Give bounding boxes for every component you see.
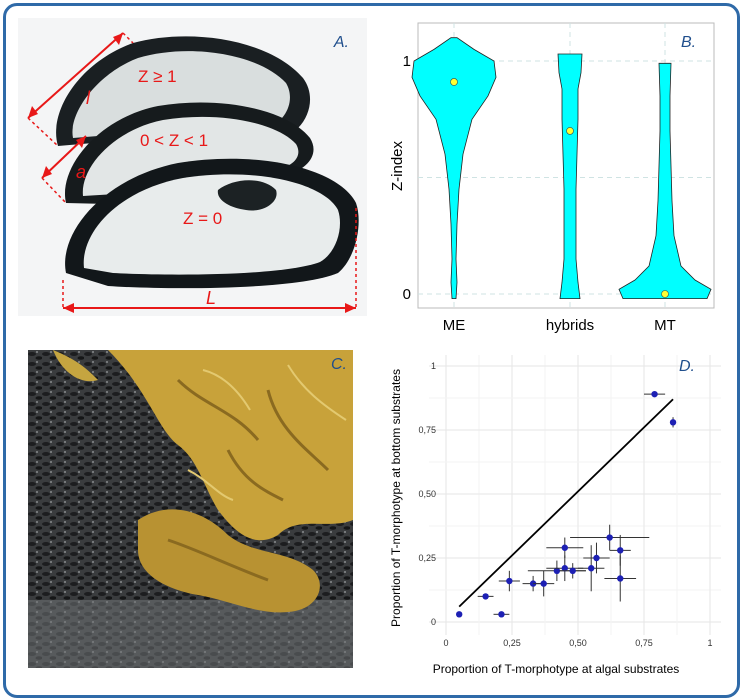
label-z2: 0 < Z < 1: [140, 131, 208, 150]
y-tick-label: 0,25: [418, 553, 436, 563]
median-point: [661, 290, 669, 298]
panel-letter-c: C.: [331, 356, 347, 373]
scatter-point: [604, 555, 637, 602]
data-point: [593, 554, 600, 562]
x-tick-label: 0,50: [569, 638, 587, 648]
scatter-point: [644, 390, 666, 398]
scatter-point: [583, 542, 610, 574]
y-axis-title: Z-index: [389, 140, 406, 191]
violin-chart: Z-index ME hybrids MT 0 1: [389, 22, 715, 334]
x-axis-title: Proportion of T-morphotype at algal subs…: [433, 662, 680, 676]
y-tick-label: 1: [431, 361, 436, 371]
panel-letter-d: D.: [679, 358, 695, 375]
data-point: [606, 534, 613, 541]
label-L: L: [206, 288, 216, 308]
panel-d-scatter: 0 0,25 0,50 0,75 1 0 0,25 0,50 0,75 1 Proportion …: [376, 350, 726, 684]
median-point: [450, 78, 458, 86]
x-tick-label: 0,75: [635, 638, 653, 648]
scatter-point: [559, 563, 586, 579]
x-tick-label: 0,25: [503, 638, 521, 648]
x-tick-label: hybrids: [546, 317, 594, 334]
shells-illustration: l a L Z ≥ 1 0 < Z < 1 Z = 0: [18, 18, 367, 316]
panel-a-shells: l a L Z ≥ 1 0 < Z < 1 Z = 0 A.: [18, 18, 367, 316]
y-tick-label: 1: [403, 53, 411, 70]
data-point: [617, 547, 624, 554]
data-point: [498, 611, 505, 618]
x-tick-label: 1: [707, 638, 712, 648]
scatter-point: [493, 611, 510, 618]
data-point: [482, 593, 489, 600]
panel-letter-b: B.: [681, 34, 697, 51]
y-axis-title: Proportion of T-morphotype at bottom sub…: [389, 369, 403, 627]
y-tick-label: 0: [403, 286, 411, 303]
data-point: [561, 565, 568, 572]
y-tick-label: 0: [431, 617, 436, 627]
label-z3: Z = 0: [183, 209, 222, 228]
data-point: [506, 577, 513, 585]
violin-MT: [618, 62, 712, 300]
violin-ME: [411, 37, 497, 300]
data-point: [588, 565, 595, 572]
x-tick-label: ME: [443, 317, 466, 334]
algae-clump-bottom: [138, 509, 320, 613]
panel-c-photo: C.: [28, 350, 353, 668]
scatter-point: [570, 524, 650, 551]
scatter-point: [456, 611, 463, 618]
scatter-chart: 0 0,25 0,50 0,75 1 0 0,25 0,50 0,75 1 Proportion …: [389, 355, 721, 676]
panel-b-violin: Z-index ME hybrids MT 0 1 B.: [376, 18, 726, 342]
scatter-point: [546, 537, 584, 558]
data-point: [561, 544, 568, 551]
scatter-point: [669, 417, 677, 428]
median-point: [566, 127, 574, 135]
data-point: [651, 390, 658, 398]
data-point: [617, 575, 624, 582]
scatter-point: [546, 555, 584, 582]
scatter-point: [533, 570, 555, 597]
x-tick-label: 0: [443, 638, 448, 648]
data-point: [569, 567, 576, 574]
y-tick-label: 0,50: [418, 489, 436, 499]
x-tick-label: MT: [654, 317, 676, 334]
scatter-point: [477, 593, 494, 600]
label-l: l: [86, 88, 91, 108]
data-point: [669, 419, 677, 426]
violin-hybrids: [557, 53, 583, 300]
data-point: [540, 580, 547, 587]
y-tick-label: 0,75: [418, 425, 436, 435]
panel-letter-a: A.: [333, 34, 349, 51]
label-a: a: [76, 162, 86, 182]
reference-line: [458, 398, 674, 608]
algae-clump-top: [108, 350, 353, 541]
mussels-algae-photo: [28, 350, 353, 668]
scatter-point: [498, 570, 520, 592]
scatter-point: [578, 545, 605, 592]
label-z1: Z ≥ 1: [138, 67, 177, 86]
data-point: [456, 611, 463, 618]
data-point: [553, 567, 561, 574]
